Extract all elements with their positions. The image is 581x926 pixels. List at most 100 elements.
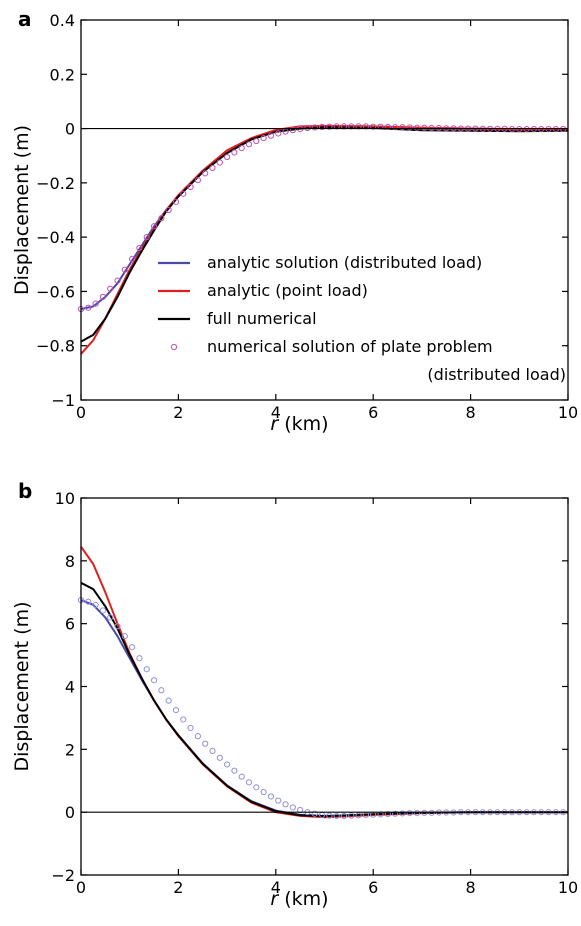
data-point-marker xyxy=(194,733,201,740)
data-point-marker xyxy=(377,123,384,130)
data-point-marker xyxy=(121,266,128,273)
data-point-marker xyxy=(143,666,150,673)
data-point-marker xyxy=(114,277,121,284)
data-point-marker xyxy=(209,164,216,172)
data-point-marker xyxy=(187,724,194,732)
data-point-marker xyxy=(267,132,275,139)
data-point-marker xyxy=(150,677,158,684)
panel-b-ylabel: Displacement (m) xyxy=(11,602,33,772)
data-point-marker xyxy=(384,123,391,131)
data-point-marker xyxy=(143,234,150,241)
panel-a-ylabel: Displacement (m) xyxy=(11,125,33,295)
y-tick-label: 10 xyxy=(55,489,75,508)
panel-b-xlabel-unit: (km) xyxy=(278,888,328,910)
series-line-full-numerical xyxy=(80,126,569,343)
panel-a-xlabel-unit: (km) xyxy=(278,413,328,435)
data-point-marker xyxy=(194,177,201,184)
data-point-marker xyxy=(413,810,421,817)
series-line-analytic-point-load xyxy=(80,124,568,355)
y-tick-label: 0 xyxy=(65,803,75,822)
data-point-marker xyxy=(370,123,377,130)
panel-a: a 0 2 4 6 8 10 −1 −0.8 −0.6 −0.4 −0.2 0 0.2 0.4 Displ… xyxy=(11,7,578,435)
y-tick-label: −0.4 xyxy=(36,228,75,247)
data-point-marker xyxy=(399,810,406,817)
y-tick-label: −2 xyxy=(51,866,75,885)
series-line-series-3 xyxy=(80,581,568,818)
data-point-marker xyxy=(136,244,143,252)
x-tick-label: 6 xyxy=(368,403,378,422)
data-point-marker xyxy=(253,784,260,791)
series-line-series-1 xyxy=(80,599,568,817)
data-point-marker xyxy=(99,607,107,614)
panel-b-series-lines xyxy=(80,546,568,819)
data-point-marker xyxy=(136,655,143,662)
data-point-marker xyxy=(224,761,231,768)
data-point-marker xyxy=(158,687,165,694)
data-point-marker xyxy=(85,598,92,605)
data-point-marker xyxy=(413,124,421,131)
data-point-marker xyxy=(333,812,340,820)
data-point-marker xyxy=(165,697,172,704)
data-point-marker xyxy=(311,124,318,131)
data-point-marker xyxy=(107,614,114,621)
panel-b-frame xyxy=(80,497,569,876)
data-point-marker xyxy=(326,812,333,819)
y-tick-label: 2 xyxy=(65,740,75,759)
data-point-marker xyxy=(428,809,435,816)
data-point-marker xyxy=(406,810,413,817)
data-point-marker xyxy=(392,810,399,817)
data-point-marker xyxy=(421,809,428,816)
y-tick-label: 6 xyxy=(65,615,75,634)
panel-a-legend: analytic solution (distributed load) anal… xyxy=(158,253,566,384)
data-point-marker xyxy=(318,123,326,131)
data-point-marker xyxy=(114,623,121,630)
panel-b-markers xyxy=(77,597,567,820)
data-point-marker xyxy=(267,793,275,800)
data-point-marker xyxy=(216,159,223,166)
data-point-marker xyxy=(260,788,267,796)
data-point-marker xyxy=(180,716,187,723)
panel-a-label: a xyxy=(18,7,32,31)
y-tick-label: −0.2 xyxy=(36,174,75,193)
data-point-marker xyxy=(209,747,216,755)
data-point-marker xyxy=(275,797,282,804)
series-line-series-2 xyxy=(80,546,568,819)
data-point-marker xyxy=(158,215,165,222)
panel-a-xlabel-var: r xyxy=(270,413,279,435)
x-tick-label: 8 xyxy=(466,878,476,897)
panel-b-xlabel: r (km) xyxy=(270,888,328,910)
x-tick-label: 8 xyxy=(466,403,476,422)
data-point-marker xyxy=(399,124,406,131)
x-tick-label: 0 xyxy=(76,403,86,422)
y-tick-label: −1 xyxy=(51,391,75,410)
data-point-marker xyxy=(311,810,318,817)
x-tick-label: 10 xyxy=(558,403,578,422)
data-point-marker xyxy=(187,183,194,191)
legend-entry-full-numerical: full numerical xyxy=(207,309,317,328)
data-point-marker xyxy=(180,190,187,197)
panel-b-xlabel-var: r xyxy=(270,888,279,910)
data-point-marker xyxy=(172,706,180,714)
legend-entry-analytic-solution-distributed-load: analytic solution (distributed load) xyxy=(207,253,482,272)
panel-a-frame xyxy=(80,19,569,401)
legend-swatch-marker xyxy=(170,343,178,351)
data-point-marker xyxy=(92,601,99,608)
data-point-marker xyxy=(172,198,180,205)
data-point-marker xyxy=(384,810,391,818)
data-point-marker xyxy=(289,804,296,811)
data-point-marker xyxy=(245,141,253,148)
data-point-marker xyxy=(340,812,348,820)
y-tick-label: 8 xyxy=(65,552,75,571)
data-point-marker xyxy=(216,754,223,761)
panel-a-xlabel: r (km) xyxy=(270,413,328,435)
x-tick-label: 6 xyxy=(368,878,378,897)
panel-a-series-lines xyxy=(80,124,569,355)
legend-entry-distributed-load: (distributed load) xyxy=(427,365,566,384)
x-tick-label: 10 xyxy=(558,878,578,897)
y-tick-label: 0.4 xyxy=(50,11,75,30)
x-tick-label: 4 xyxy=(271,878,281,897)
data-point-marker xyxy=(129,255,136,262)
panel-b-label: b xyxy=(18,479,32,503)
data-point-marker xyxy=(348,812,355,819)
data-point-marker xyxy=(202,170,209,177)
